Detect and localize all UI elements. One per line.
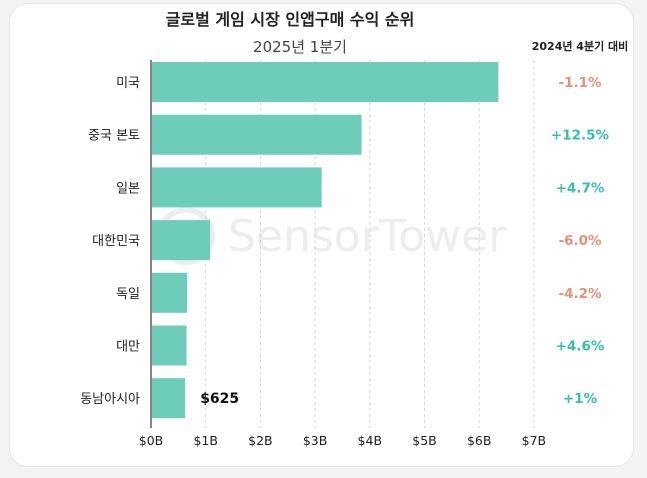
change-value: -1.1% bbox=[558, 75, 602, 91]
change-value: +4.6% bbox=[556, 339, 605, 355]
category-label: 동남아시아 bbox=[80, 392, 140, 407]
category-label: 대한민국 bbox=[92, 234, 140, 249]
x-tick-label: $6B bbox=[467, 433, 491, 448]
x-tick-label: $5B bbox=[412, 433, 436, 448]
x-tick-label: $0B bbox=[139, 433, 163, 448]
grid bbox=[150, 60, 535, 428]
change-value: -4.2% bbox=[558, 286, 602, 302]
watermark: SensorTower bbox=[157, 207, 507, 265]
x-tick-label: $7B bbox=[522, 433, 546, 448]
bar bbox=[152, 325, 187, 366]
category-label: 미국 bbox=[116, 76, 140, 91]
x-tick-label: $3B bbox=[303, 433, 327, 448]
change-values: -1.1% +12.5% +4.7% -6.0% -4.2% +4.6% +1% bbox=[551, 75, 610, 407]
bar bbox=[152, 114, 362, 155]
change-value: +1% bbox=[563, 391, 598, 407]
category-label: 일본 bbox=[116, 181, 140, 196]
category-label: 중국 본토 bbox=[88, 129, 140, 144]
x-tick-label: $4B bbox=[358, 433, 382, 448]
x-axis-ticks: $0B $1B $2B $3B $4B $5B $6B $7B bbox=[139, 433, 546, 448]
data-label: $625 bbox=[200, 391, 239, 407]
change-value: +4.7% bbox=[556, 180, 605, 196]
category-label: 대만 bbox=[116, 340, 140, 355]
chart-subtitle: 2025년 1분기 bbox=[253, 38, 347, 56]
bar bbox=[152, 272, 188, 313]
chart-title: 글로벌 게임 시장 인앱구매 수익 순위 bbox=[166, 10, 415, 29]
bar bbox=[152, 220, 211, 261]
bar bbox=[152, 167, 322, 208]
change-column-header: 2024년 4분기 대비 bbox=[532, 39, 629, 53]
bar bbox=[152, 378, 186, 419]
watermark-text: SensorTower bbox=[228, 211, 507, 262]
change-value: -6.0% bbox=[558, 233, 602, 249]
x-tick-label: $2B bbox=[248, 433, 272, 448]
category-label: 독일 bbox=[116, 287, 140, 302]
change-value: +12.5% bbox=[551, 128, 610, 144]
bars: $625 bbox=[152, 62, 499, 419]
bar bbox=[152, 62, 499, 102]
x-tick-label: $1B bbox=[193, 433, 217, 448]
